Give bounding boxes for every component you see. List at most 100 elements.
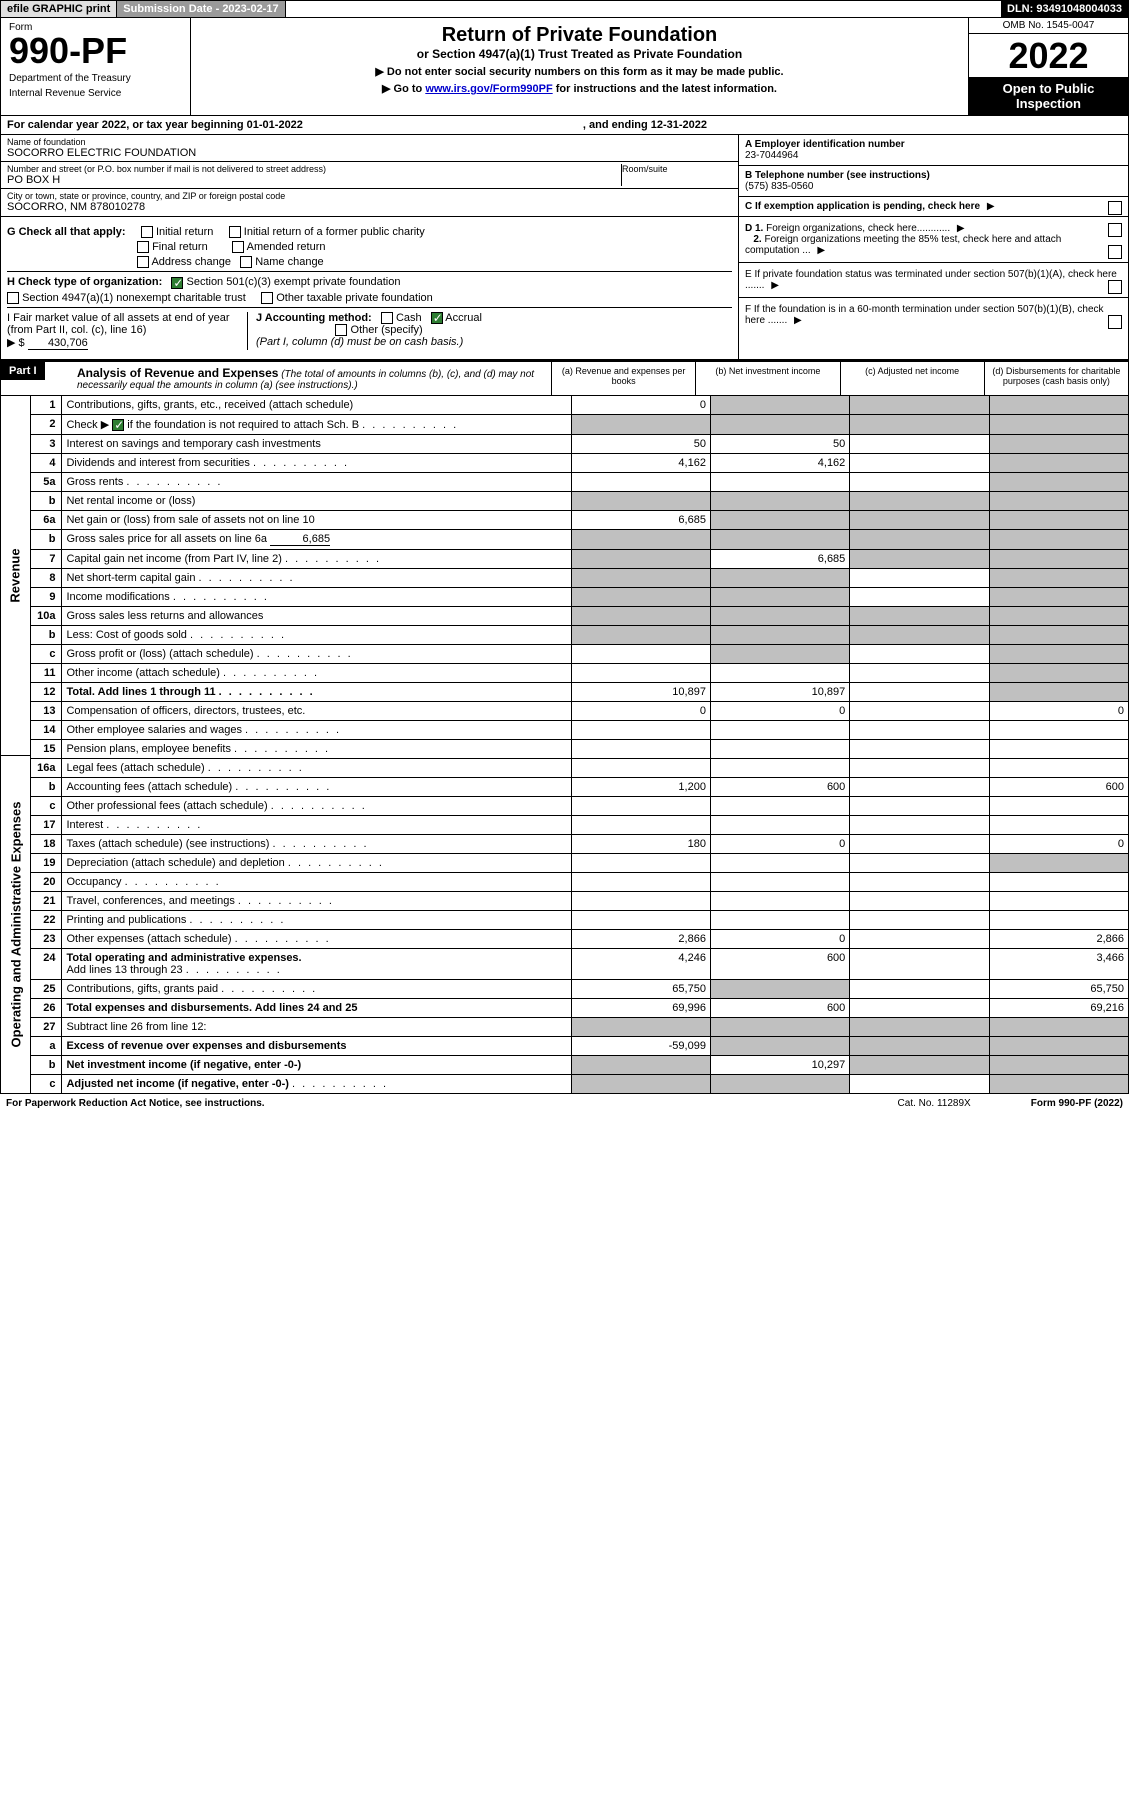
r10b-d: Less: Cost of goods sold xyxy=(66,629,186,641)
table-row: 23Other expenses (attach schedule) 2,866… xyxy=(31,929,1129,948)
name-label: Name of foundation xyxy=(7,137,732,147)
501c3-label: Section 501(c)(3) exempt private foundat… xyxy=(186,276,400,288)
table-row: 13Compensation of officers, directors, t… xyxy=(31,701,1129,720)
table-row: 26Total expenses and disbursements. Add … xyxy=(31,998,1129,1017)
efile-label[interactable]: efile GRAPHIC print xyxy=(1,1,117,17)
goto-post: for instructions and the latest informat… xyxy=(553,83,777,95)
main-table-wrap: Revenue Operating and Administrative Exp… xyxy=(0,396,1129,1094)
j-label: J Accounting method: xyxy=(256,312,372,324)
other-method-checkbox[interactable] xyxy=(335,324,347,336)
main-table: 1Contributions, gifts, grants, etc., rec… xyxy=(30,396,1129,1094)
address-change-checkbox[interactable] xyxy=(137,256,149,268)
arrow-icon: ▶ xyxy=(987,201,995,212)
phone-label: B Telephone number (see instructions) xyxy=(745,170,1122,181)
part1-header-row: Part I Analysis of Revenue and Expenses … xyxy=(0,360,1129,396)
final-return-checkbox[interactable] xyxy=(137,241,149,253)
foundation-name-cell: Name of foundation SOCORRO ELECTRIC FOUN… xyxy=(1,135,738,162)
irs-link[interactable]: www.irs.gov/Form990PF xyxy=(425,83,552,95)
ij-row: I Fair market value of all assets at end… xyxy=(7,307,732,350)
r2-pre: Check ▶ xyxy=(66,419,112,431)
h-label: H Check type of organization: xyxy=(7,276,162,288)
h-row: H Check type of organization: Section 50… xyxy=(7,271,732,288)
j-block: J Accounting method: Cash Accrual Other … xyxy=(247,312,732,350)
address-change-label: Address change xyxy=(151,256,231,268)
table-row: cGross profit or (loss) (attach schedule… xyxy=(31,644,1129,663)
table-row: 27Subtract line 26 from line 12: xyxy=(31,1017,1129,1036)
table-row: 9Income modifications xyxy=(31,587,1129,606)
name-change-checkbox[interactable] xyxy=(240,256,252,268)
table-row: 14Other employee salaries and wages xyxy=(31,720,1129,739)
entity-block: Name of foundation SOCORRO ELECTRIC FOUN… xyxy=(0,135,1129,217)
e-cell: E If private foundation status was termi… xyxy=(739,263,1128,298)
foundation-name: SOCORRO ELECTRIC FOUNDATION xyxy=(7,147,732,159)
4947-checkbox[interactable] xyxy=(7,292,19,304)
entity-left: Name of foundation SOCORRO ELECTRIC FOUN… xyxy=(1,135,738,216)
r6b-d: Gross sales price for all assets on line… xyxy=(66,533,267,545)
e-checkbox[interactable] xyxy=(1108,280,1122,294)
g-label: G Check all that apply: xyxy=(7,226,126,238)
table-row: 7Capital gain net income (from Part IV, … xyxy=(31,549,1129,568)
table-row: bGross sales price for all assets on lin… xyxy=(31,529,1129,549)
f-checkbox[interactable] xyxy=(1108,315,1122,329)
r23-d: Other expenses (attach schedule) xyxy=(66,933,231,945)
table-row: cOther professional fees (attach schedul… xyxy=(31,796,1129,815)
part1-cols: (a) Revenue and expenses per books (b) N… xyxy=(551,362,1128,395)
entity-right: A Employer identification number 23-7044… xyxy=(738,135,1128,216)
form-ref: Form 990-PF (2022) xyxy=(1031,1098,1123,1109)
initial-former-checkbox[interactable] xyxy=(229,226,241,238)
table-row: 20Occupancy xyxy=(31,872,1129,891)
header-right: OMB No. 1545-0047 2022 Open to Public In… xyxy=(968,18,1128,115)
dln-label: DLN: 93491048004033 xyxy=(1001,1,1128,17)
r25-d: Contributions, gifts, grants paid xyxy=(66,983,218,995)
other-taxable-checkbox[interactable] xyxy=(261,292,273,304)
r18-d: Taxes (attach schedule) (see instruction… xyxy=(66,838,269,850)
tax-year: 2022 xyxy=(969,34,1128,77)
4947-label: Section 4947(a)(1) nonexempt charitable … xyxy=(22,292,246,304)
i-block: I Fair market value of all assets at end… xyxy=(7,312,247,350)
street-cell: Number and street (or P.O. box number if… xyxy=(7,164,622,186)
r7-d: Capital gain net income (from Part IV, l… xyxy=(66,553,281,565)
initial-former-label: Initial return of a former public charit… xyxy=(244,226,425,238)
r26-d: Total expenses and disbursements. Add li… xyxy=(66,1002,357,1014)
accrual-checkbox[interactable] xyxy=(431,312,443,324)
initial-return-checkbox[interactable] xyxy=(141,226,153,238)
table-row: 18Taxes (attach schedule) (see instructi… xyxy=(31,834,1129,853)
table-row: 22Printing and publications xyxy=(31,910,1129,929)
ein-value: 23-7044964 xyxy=(745,150,1122,161)
checks-right: D 1. D 1. Foreign organizations, check h… xyxy=(738,217,1128,358)
h-row2: Section 4947(a)(1) nonexempt charitable … xyxy=(7,292,732,304)
revenue-label: Revenue xyxy=(8,548,23,602)
irs-label: Internal Revenue Service xyxy=(9,88,182,99)
table-row: aExcess of revenue over expenses and dis… xyxy=(31,1036,1129,1055)
goto-note: ▶ Go to www.irs.gov/Form990PF for instru… xyxy=(203,82,956,95)
address-row: Number and street (or P.O. box number if… xyxy=(1,162,738,189)
table-row: 3Interest on savings and temporary cash … xyxy=(31,434,1129,453)
city-value: SOCORRO, NM 878010278 xyxy=(7,201,732,213)
header-center: Return of Private Foundation or Section … xyxy=(191,18,968,115)
col-c-header: (c) Adjusted net income xyxy=(840,362,984,395)
table-row: 11Other income (attach schedule) xyxy=(31,663,1129,682)
c-checkbox[interactable] xyxy=(1108,201,1122,215)
room-cell: Room/suite xyxy=(622,164,732,186)
d-cell: D 1. D 1. Foreign organizations, check h… xyxy=(739,217,1128,263)
table-row: bAccounting fees (attach schedule) 1,200… xyxy=(31,777,1129,796)
table-row: 4Dividends and interest from securities … xyxy=(31,453,1129,472)
city-label: City or town, state or province, country… xyxy=(7,191,732,201)
part1-badge: Part I xyxy=(1,362,45,380)
form-title: Return of Private Foundation xyxy=(203,24,956,47)
cash-checkbox[interactable] xyxy=(381,312,393,324)
form-header: Form 990-PF Department of the Treasury I… xyxy=(0,18,1129,116)
form-subtitle: or Section 4947(a)(1) Trust Treated as P… xyxy=(203,47,956,61)
top-bar: efile GRAPHIC print Submission Date - 20… xyxy=(0,0,1129,18)
pra-notice: For Paperwork Reduction Act Notice, see … xyxy=(6,1098,265,1109)
part1-left: Part I Analysis of Revenue and Expenses … xyxy=(1,362,551,395)
fmv-value: 430,706 xyxy=(28,337,88,350)
d1-checkbox[interactable] xyxy=(1108,223,1122,237)
table-row: 6aNet gain or (loss) from sale of assets… xyxy=(31,510,1129,529)
amended-checkbox[interactable] xyxy=(232,241,244,253)
501c3-checkbox[interactable] xyxy=(171,277,183,289)
d2-checkbox[interactable] xyxy=(1108,245,1122,259)
schb-checkbox[interactable] xyxy=(112,419,124,431)
table-row: 1Contributions, gifts, grants, etc., rec… xyxy=(31,396,1129,415)
j-note: (Part I, column (d) must be on cash basi… xyxy=(256,336,463,348)
